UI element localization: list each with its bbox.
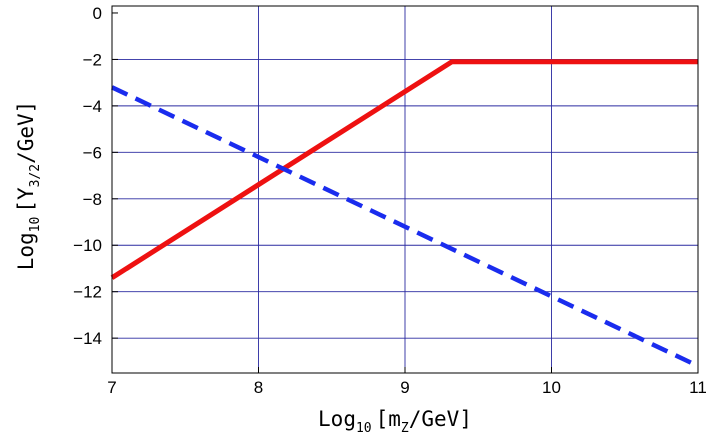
y-axis-label: Log10[Y3/2/GeV] xyxy=(14,101,43,271)
y-tick-label-3: −6 xyxy=(83,143,102,162)
x-axis-label: Log10 [mZ/GeV] xyxy=(318,407,472,436)
y-tick-label-1: −2 xyxy=(83,50,102,69)
x-tick-label-2: 9 xyxy=(400,378,409,397)
series-line-solid xyxy=(110,59,698,280)
x-tick-label-4: 11 xyxy=(689,378,706,397)
y-tick-label-6: −12 xyxy=(73,283,102,302)
x-tick-label-0: 7 xyxy=(107,378,116,397)
tick-labels: 7 8 9 10 11 0 −2 −4 −6 −8 −10 −12 −14 xyxy=(73,4,706,397)
y-tick-label-4: −8 xyxy=(83,190,102,209)
tick-marks xyxy=(111,12,699,373)
x-tick-label-1: 8 xyxy=(254,378,263,397)
y-tick-label-2: −4 xyxy=(83,97,102,116)
x-tick-label-3: 10 xyxy=(542,378,561,397)
series-line-dashed xyxy=(111,85,699,369)
y-tick-label-7: −14 xyxy=(73,329,102,348)
y-tick-label-0: 0 xyxy=(93,4,102,23)
y-tick-label-5: −10 xyxy=(73,236,102,255)
series-layer xyxy=(110,59,699,369)
